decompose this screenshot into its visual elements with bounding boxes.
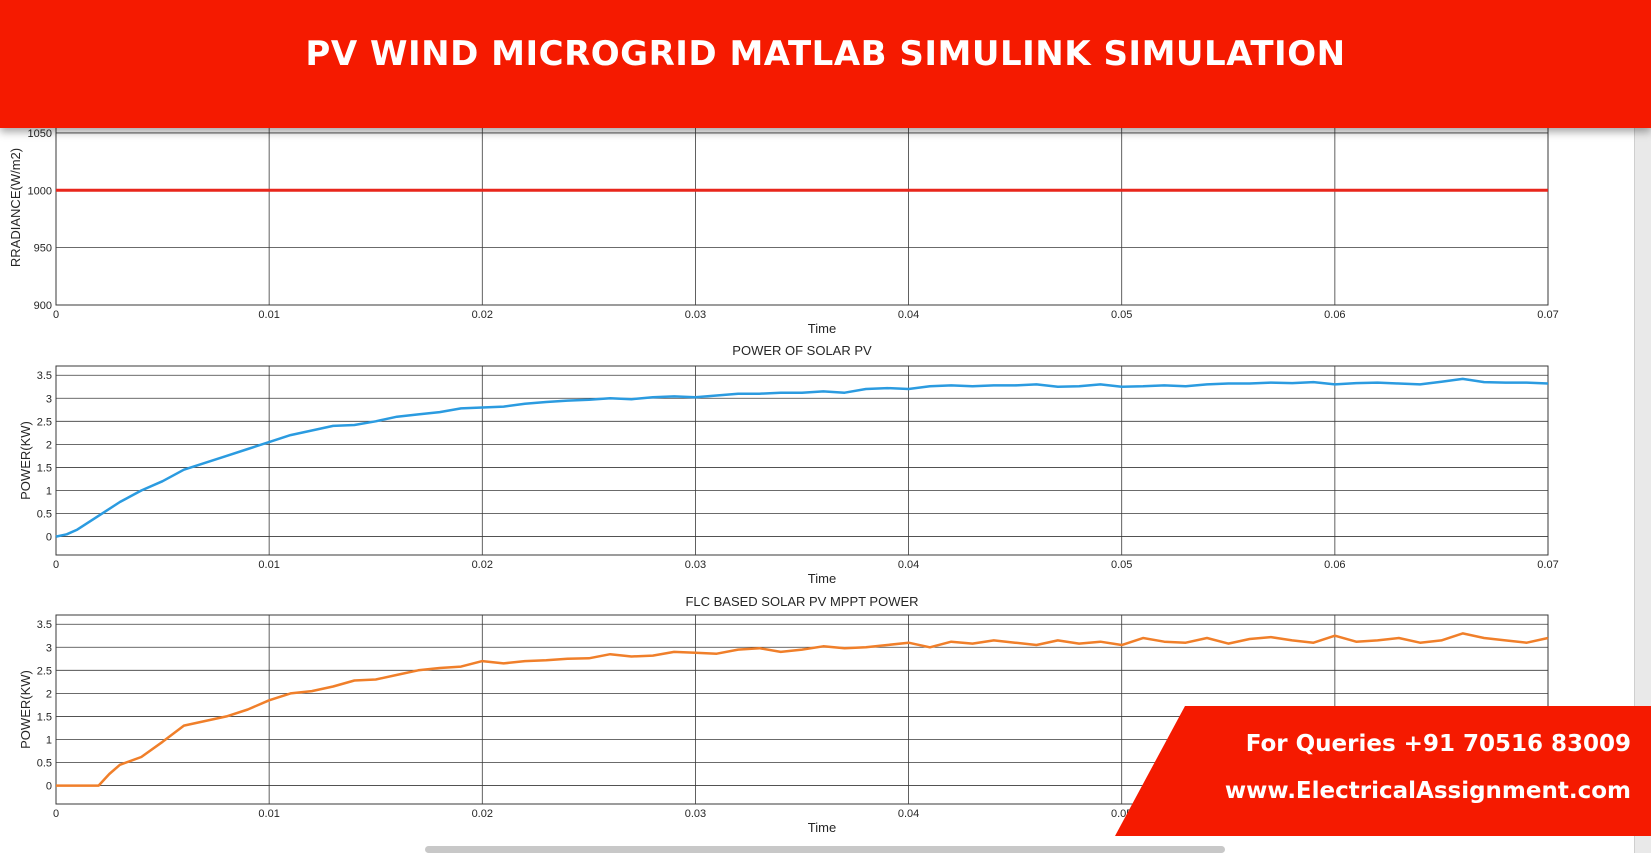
horizontal-scrollbar[interactable] <box>425 846 1225 853</box>
solar-pv-power-xtick-label: 0.01 <box>258 559 279 571</box>
solar-pv-power-xtick-label: 0.07 <box>1537 559 1558 571</box>
irradiance-panel: 0 0.01 0.02 0.03 0.04 0.05 0.06 0.07 900 950 1000 1… <box>8 109 1559 336</box>
contact-phone: For Queries +91 70516 83009 <box>1245 731 1631 757</box>
title-banner: PV WIND MICROGRID MATLAB SIMULINK SIMULA… <box>0 0 1651 128</box>
irradiance-xtick-label: 0.07 <box>1537 309 1558 321</box>
flc-mppt-power-ytick-label: 0.5 <box>37 758 52 770</box>
irradiance-ylabel: RRADIANCE(W/m2) <box>8 148 23 267</box>
flc-mppt-power-ytick-label: 1.5 <box>37 711 52 723</box>
irradiance-xlabel: Time <box>808 321 836 336</box>
contact-website[interactable]: www.ElectricalAssignment.com <box>1224 778 1631 804</box>
solar-pv-power-ylabel: POWER(KW) <box>18 421 33 500</box>
contact-badge: For Queries +91 70516 83009 www.Electric… <box>1115 706 1651 836</box>
flc-mppt-power-ytick-label: 3 <box>46 642 52 654</box>
irradiance-xtick-label: 0.04 <box>898 309 919 321</box>
irradiance-xtick-label: 0 <box>53 309 59 321</box>
solar-pv-power-ytick-label: 2.5 <box>37 416 52 428</box>
irradiance-ytick-label: 900 <box>34 300 52 312</box>
flc-mppt-power-title: FLC BASED SOLAR PV MPPT POWER <box>685 594 918 609</box>
irradiance-xtick-label: 0.03 <box>685 309 706 321</box>
solar-pv-power-ytick-label: 0.5 <box>37 509 52 521</box>
solar-pv-power-xtick-label: 0.02 <box>472 559 493 571</box>
solar-pv-power-xtick-label: 0.03 <box>685 559 706 571</box>
irradiance-ytick-label: 1000 <box>28 185 52 197</box>
flc-mppt-power-ytick-label: 1 <box>46 734 52 746</box>
irradiance-xtick-label: 0.01 <box>258 309 279 321</box>
irradiance-xtick-label: 0.06 <box>1324 309 1345 321</box>
irradiance-xtick-label: 0.02 <box>472 309 493 321</box>
solar-pv-power-ytick-label: 1 <box>46 485 52 497</box>
solar-pv-power-ytick-label: 0 <box>46 532 52 544</box>
solar-pv-power-ytick-label: 1.5 <box>37 462 52 474</box>
solar-pv-power-ytick-label: 3.5 <box>37 370 52 382</box>
solar-pv-power-ytick-label: 2 <box>46 439 52 451</box>
solar-pv-power-xtick-label: 0.06 <box>1324 559 1345 571</box>
irradiance-xtick-label: 0.05 <box>1111 309 1132 321</box>
flc-mppt-power-xtick-label: 0 <box>53 808 59 820</box>
irradiance-axes-box <box>55 109 1549 306</box>
flc-mppt-power-series-line <box>56 632 1549 787</box>
contact-badge-background <box>1115 706 1651 836</box>
vertical-scrollbar[interactable] <box>1634 128 1651 853</box>
flc-mppt-power-ytick-label: 3.5 <box>37 619 52 631</box>
irradiance-ytick-label: 1050 <box>28 128 52 140</box>
solar-pv-power-xlabel: Time <box>808 571 836 586</box>
solar-pv-power-xtick-label: 0.05 <box>1111 559 1132 571</box>
solar-pv-power-xtick-label: 0.04 <box>898 559 919 571</box>
flc-mppt-power-ytick-label: 0 <box>46 781 52 793</box>
flc-mppt-power-xtick-label: 0.03 <box>685 808 706 820</box>
solar-pv-power-series-line <box>55 377 1549 538</box>
solar-pv-power-ytick-label: 3 <box>46 393 52 405</box>
solar-pv-power-axes-box <box>55 365 1549 556</box>
flc-mppt-power-ytick-label: 2.5 <box>37 665 52 677</box>
solar-pv-power-title: POWER OF SOLAR PV <box>732 343 872 358</box>
flc-mppt-power-xlabel: Time <box>808 820 836 835</box>
flc-mppt-power-xtick-label: 0.02 <box>472 808 493 820</box>
flc-mppt-power-xtick-label: 0.04 <box>898 808 919 820</box>
flc-mppt-power-xtick-label: 0.01 <box>258 808 279 820</box>
solar-pv-power-panel: 0 0.01 0.02 0.03 0.04 0.05 0.06 0.07 0 0.5 1 1.5 2 2.… <box>18 343 1559 586</box>
flc-mppt-power-ytick-label: 2 <box>46 688 52 700</box>
irradiance-ytick-label: 950 <box>34 243 52 255</box>
banner-title: PV WIND MICROGRID MATLAB SIMULINK SIMULA… <box>305 34 1346 74</box>
solar-pv-power-xtick-label: 0 <box>53 559 59 571</box>
flc-mppt-power-ylabel: POWER(KW) <box>18 670 33 749</box>
